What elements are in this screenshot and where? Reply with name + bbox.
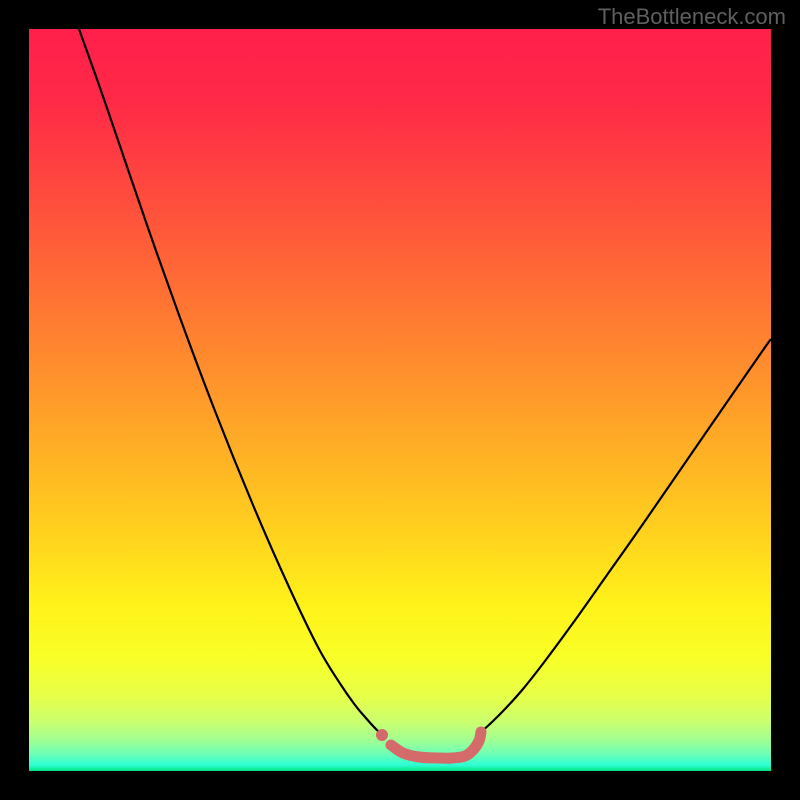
marker-dot	[376, 729, 388, 741]
right-curve	[481, 339, 771, 732]
plot-area	[29, 29, 771, 771]
chart-svg	[29, 29, 771, 771]
watermark-text: TheBottleneck.com	[598, 4, 786, 30]
left-curve	[79, 29, 379, 732]
bottom-squiggle	[391, 732, 481, 758]
